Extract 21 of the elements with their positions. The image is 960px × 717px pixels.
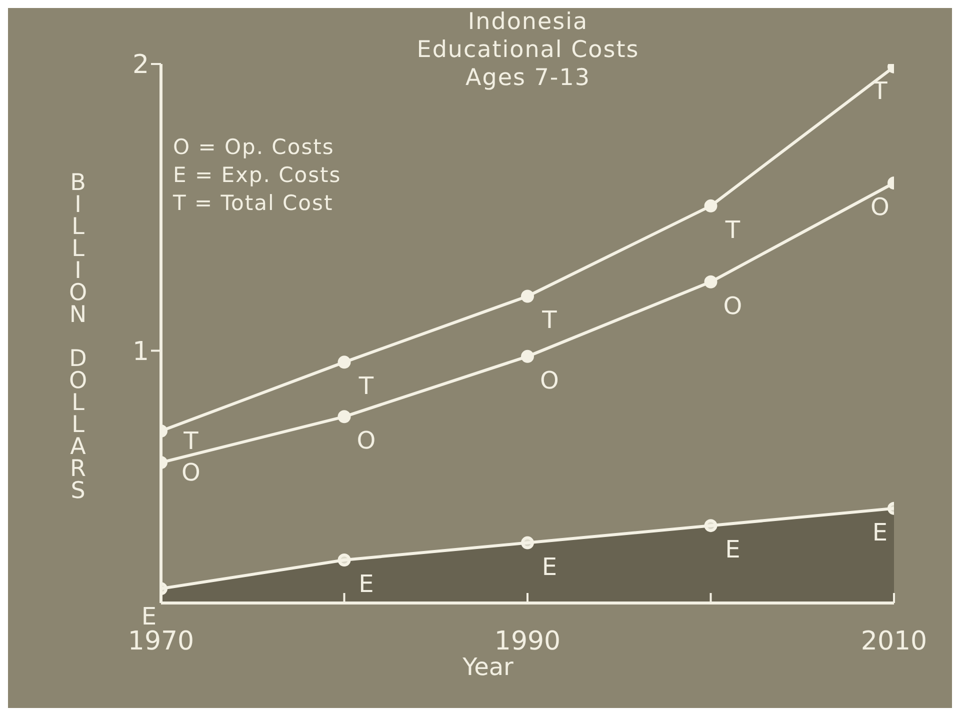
annotation: T = Total Cost bbox=[173, 190, 334, 217]
x-tick-label: 2010 bbox=[860, 626, 928, 656]
text: BILLION DOLLARS bbox=[68, 170, 88, 504]
annotation: E bbox=[358, 570, 374, 598]
annotation: T bbox=[724, 216, 740, 244]
annotation: O bbox=[356, 426, 376, 455]
annotation: T bbox=[182, 426, 199, 455]
annotation: O bbox=[723, 292, 742, 320]
annotation: T bbox=[358, 372, 374, 400]
y-tick-label: 1 bbox=[132, 336, 149, 367]
annotation: E bbox=[542, 552, 558, 581]
annotation: E bbox=[872, 518, 888, 546]
annotation: O bbox=[540, 366, 559, 394]
annotation: O bbox=[870, 192, 890, 221]
annotation: T bbox=[541, 306, 558, 334]
y-tick-label: 2 bbox=[132, 50, 149, 80]
annotation: E = Exp. Costs bbox=[173, 162, 342, 189]
annotation: O bbox=[182, 458, 200, 487]
chart-title: Indonesia Educational Costs Ages 7-13 bbox=[416, 8, 640, 92]
annotation: E bbox=[725, 536, 740, 564]
annotation: O = Op. Costs bbox=[173, 134, 336, 161]
